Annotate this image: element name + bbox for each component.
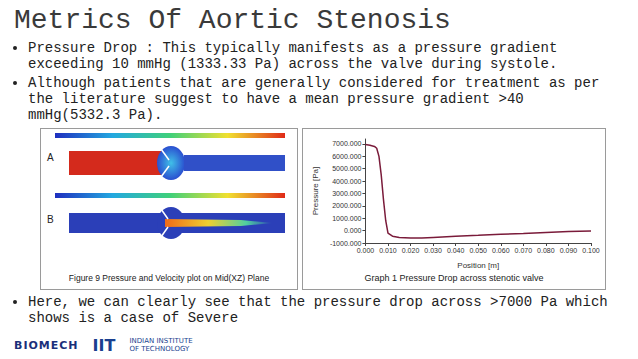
svg-text:1000.000: 1000.000 (332, 215, 361, 222)
svg-text:0.100: 0.100 (582, 247, 600, 254)
svg-text:Figure 9 Pressure and Velocity: Figure 9 Pressure and Velocity plot on M… (69, 273, 270, 283)
svg-text:0.020: 0.020 (402, 247, 420, 254)
svg-text:6000.000: 6000.000 (332, 153, 361, 160)
svg-text:0.000: 0.000 (344, 227, 362, 234)
svg-text:0.090: 0.090 (560, 247, 578, 254)
html-text:IIT: IIT (92, 335, 116, 355)
html-text:BIOMECH: BIOMECH (14, 338, 79, 352)
svg-text:2000.000: 2000.000 (332, 202, 361, 209)
svg-text:0.060: 0.060 (492, 247, 510, 254)
svg-text:Pressure [Pa]: Pressure [Pa] (311, 167, 320, 215)
svg-text:7000.000: 7000.000 (332, 140, 361, 147)
svg-text:-1000.000: -1000.000 (330, 240, 362, 247)
svg-text:0.010: 0.010 (379, 247, 397, 254)
html-text:Metrics Of Aortic Stenosis: Metrics Of Aortic Stenosis (14, 5, 451, 36)
svg-text:0.040: 0.040 (447, 247, 465, 254)
svg-text:Graph 1 Pressure Drop across s: Graph 1 Pressure Drop across stenotic va… (364, 273, 543, 283)
svg-text:0.030: 0.030 (424, 247, 442, 254)
svg-text:A: A (47, 152, 54, 163)
svg-text:0.000: 0.000 (357, 247, 375, 254)
svg-text:0.080: 0.080 (537, 247, 555, 254)
html-text:Although patients that are gen: Although patients that are generally con… (28, 75, 600, 123)
svg-text:5000.000: 5000.000 (332, 165, 361, 172)
svg-text:0.070: 0.070 (515, 247, 533, 254)
svg-text:4000.000: 4000.000 (332, 178, 361, 185)
html-text:Pressure Drop : This typically: Pressure Drop : This typically manifests… (28, 40, 558, 72)
svg-text:3000.000: 3000.000 (332, 190, 361, 197)
html-text:INDIAN INSTITUTE OF TECHNOLOGY: INDIAN INSTITUTE OF TECHNOLOGY (129, 337, 193, 353)
svg-text:0.050: 0.050 (469, 247, 487, 254)
svg-text:Position [m]: Position [m] (457, 261, 499, 270)
svg-text:B: B (47, 214, 54, 225)
html-text:Here, we can clearly see that: Here, we can clearly see that the pressu… (28, 294, 608, 326)
